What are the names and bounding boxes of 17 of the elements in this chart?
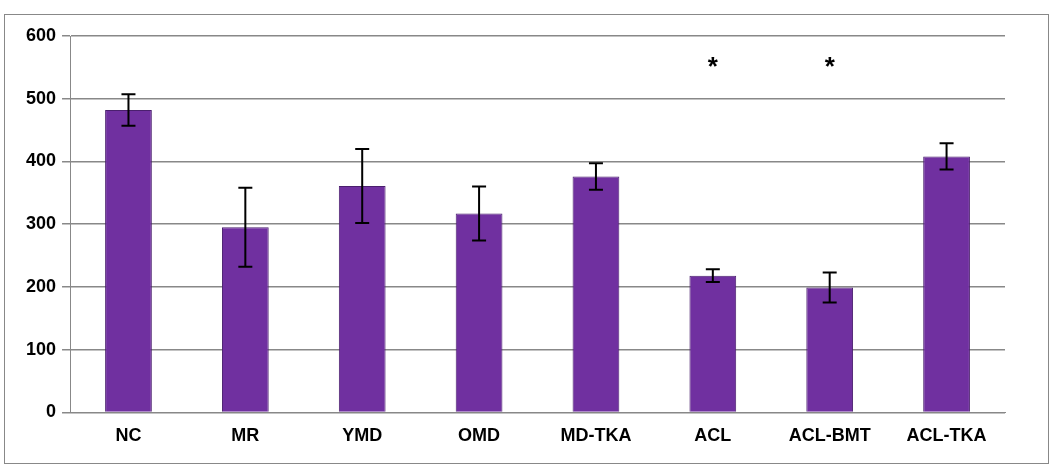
- y-tick-label: 300: [25, 213, 57, 234]
- x-tick-label: ACL-BMT: [788, 425, 871, 446]
- annotation: *: [824, 51, 836, 82]
- annotation: *: [707, 51, 719, 82]
- x-tick-label: YMD: [342, 425, 383, 446]
- x-tick-label: ACL-TKA: [906, 425, 987, 446]
- y-tick-label: 0: [46, 401, 57, 422]
- y-tick-label: 100: [25, 338, 57, 359]
- x-tick-label: MD-TKA: [560, 425, 632, 446]
- y-tick-label: 600: [25, 24, 57, 45]
- y-tick-label: 500: [25, 87, 57, 108]
- x-tick-label: OMD: [458, 425, 501, 446]
- y-tick-label: 200: [25, 275, 57, 296]
- y-tick-label: 400: [25, 150, 57, 171]
- x-tick-label: MR: [231, 425, 260, 446]
- x-tick-label: ACL: [694, 425, 732, 446]
- x-tick-label: NC: [115, 425, 142, 446]
